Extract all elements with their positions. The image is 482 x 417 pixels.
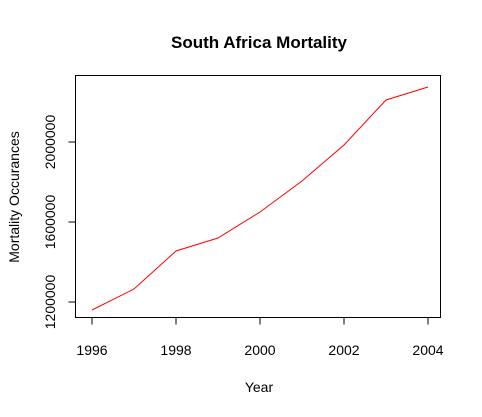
y-tick-label: 1200000	[42, 275, 58, 330]
series-layer	[91, 86, 429, 311]
x-tick-label: 2004	[412, 342, 443, 358]
y-tick-label: 2000000	[42, 115, 58, 170]
x-tick-label: 1996	[76, 342, 107, 358]
x-axis: 1996 1998 2000 2002 2004	[76, 317, 444, 358]
chart-title: South Africa Mortality	[171, 33, 348, 52]
x-tick-label: 2002	[328, 342, 359, 358]
series-line	[91, 86, 429, 311]
x-tick-label: 1998	[160, 342, 191, 358]
x-axis-label: Year	[245, 379, 274, 395]
plot-frame	[75, 75, 441, 318]
y-axis: 1200000 1600000 2000000	[42, 115, 76, 330]
x-tick-label: 2000	[244, 342, 275, 358]
y-axis-label: Mortality Occurances	[6, 131, 22, 262]
y-tick-label: 1600000	[42, 195, 58, 250]
